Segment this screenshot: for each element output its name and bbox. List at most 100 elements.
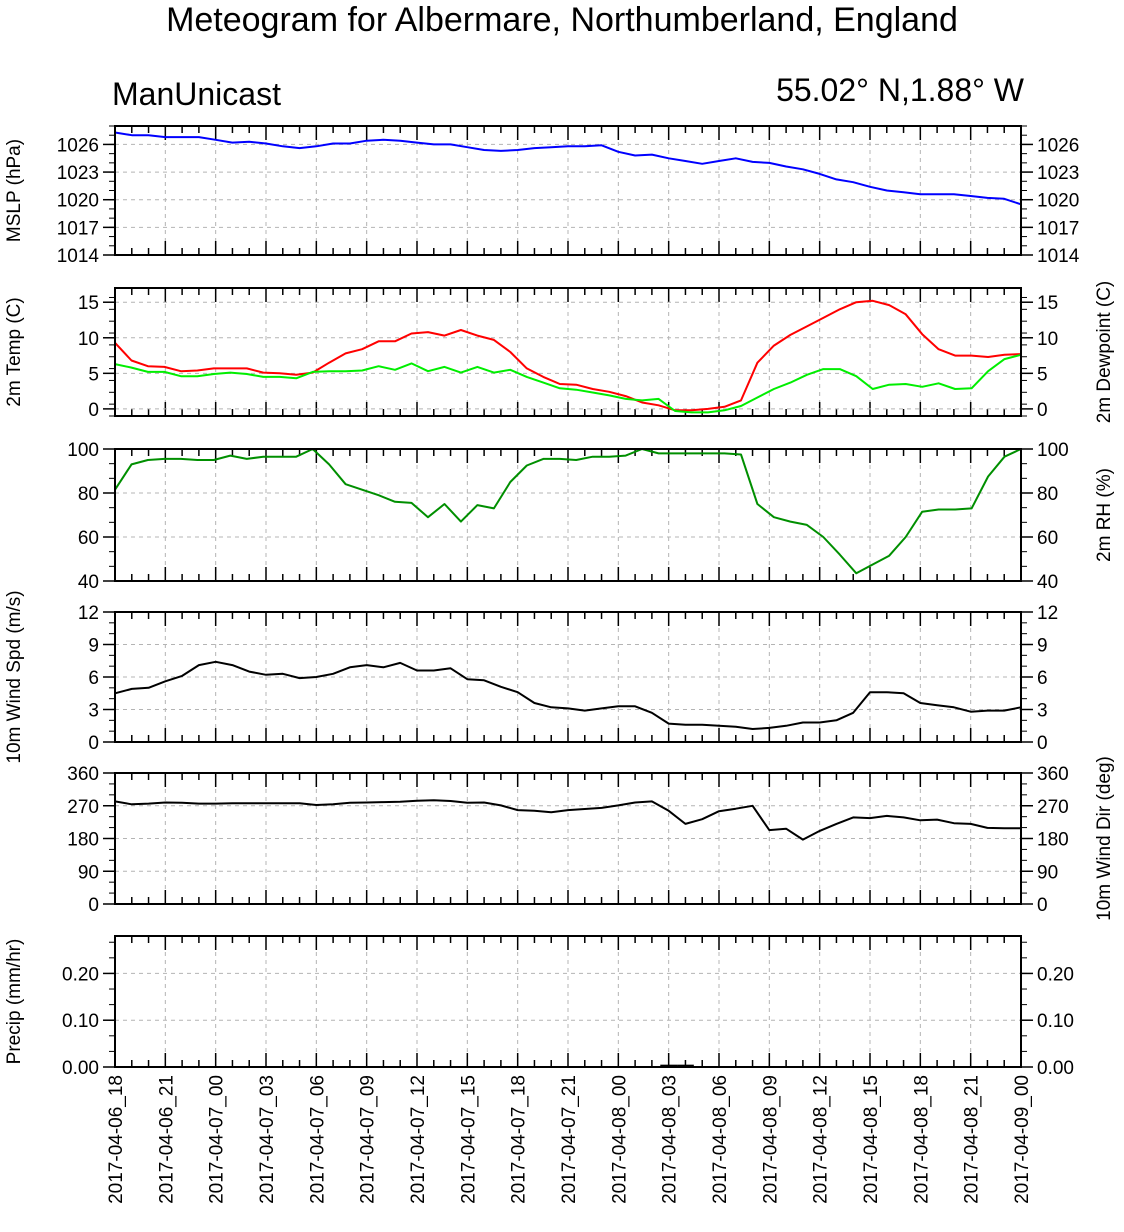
y-tick-label-right: 360 [1037,764,1069,785]
y-tick-label-left: 0.10 [62,1011,99,1032]
panel-6: 0.00 0.00 0.10 0.10 0.20 0.20 Precip (mm/hr) [4,935,1074,1079]
x-tick-label: 2017-04-07_12 [408,1075,429,1204]
x-tick-label: 2017-04-07_03 [257,1075,278,1204]
y-tick-label-left: 0.20 [62,964,99,985]
y-tick-label-right: 15 [1037,293,1058,314]
y-tick-label-right: 90 [1037,862,1058,883]
y-axis-title-left: 10m Wind Spd (m/s) [4,590,25,763]
y-tick-label-left: 90 [78,862,99,883]
x-tick-label: 2017-04-08_12 [811,1075,832,1204]
panel-1: 1014 1014 1017 1017 1020 1020 1023 1023 1026 1026… [4,125,1080,267]
x-tick-label: 2017-04-07_06 [307,1075,328,1204]
x-tick-label: 2017-04-08_06 [710,1075,731,1204]
y-axis-title-left: MSLP (hPa) [4,139,25,242]
y-tick-label-left: 270 [67,797,99,818]
y-tick-label-left: 0 [88,895,99,916]
y-tick-label-right: 180 [1037,830,1069,851]
series-line-2-1 [114,299,1022,412]
y-tick-label-left: 12 [78,603,99,624]
y-tick-label-left: 360 [67,764,99,785]
panel-3: 40 40 60 60 80 80 100 100 2m RH (%) [67,440,1115,593]
x-tick-label: 2017-04-08_15 [861,1075,882,1204]
coordinates-label: 55.02° N,1.88° W [776,72,1024,108]
y-tick-label-left: 1023 [57,163,99,184]
x-tick-label: 2017-04-07_00 [207,1075,228,1204]
panel-frame [114,935,1022,1068]
y-axis-title-right: 10m Wind Dir (deg) [1094,756,1115,921]
x-tick-label: 2017-04-08_09 [760,1075,781,1204]
y-tick-label-left: 0 [88,400,99,421]
y-axis-title-left: 2m Temp (C) [4,297,25,406]
y-tick-label-right: 1014 [1037,246,1080,267]
series-line-5-1 [114,799,1021,841]
y-tick-label-right: 0.20 [1037,964,1074,985]
y-tick-label-left: 80 [78,484,99,505]
y-axis-title-right: 2m RH (%) [1094,468,1115,562]
x-tick-label: 2017-04-07_18 [509,1075,530,1204]
y-tick-label-right: 270 [1037,797,1069,818]
x-tick-label: 2017-04-07_21 [559,1075,580,1204]
y-tick-label-right: 60 [1037,528,1058,549]
panel-frame [114,125,1022,256]
x-tick-label: 2017-04-07_15 [458,1075,479,1204]
y-tick-label-right: 9 [1037,636,1048,657]
y-tick-label-right: 0.10 [1037,1011,1074,1032]
y-tick-label-right: 100 [1037,440,1069,461]
y-tick-label-left: 100 [67,440,99,461]
series-line-2-2 [114,353,1022,414]
y-tick-label-left: 0 [88,733,99,754]
y-axis-title-left: Precip (mm/hr) [4,939,25,1065]
x-tick-label: 2017-04-06_21 [156,1075,177,1204]
y-tick-label-right: 40 [1037,572,1058,593]
y-tick-label-left: 1014 [57,246,100,267]
precip-bar [660,1064,678,1067]
y-tick-label-right: 0 [1037,733,1048,754]
y-tick-label-right: 80 [1037,484,1058,505]
y-tick-label-right: 12 [1037,603,1058,624]
panel-4: 0 0 3 3 6 6 9 9 12 12 10m Wind Spd (m/s) [4,590,1058,763]
x-tick-label: 2017-04-09_00 [1012,1075,1033,1204]
y-axis-title-right: 2m Dewpoint (C) [1094,281,1115,424]
y-tick-label-right: 1020 [1037,191,1079,212]
x-axis-labels: 2017-04-06_18 2017-04-06_21 2017-04-07_00 2… [106,1075,1033,1204]
y-tick-label-right: 5 [1037,364,1048,385]
x-tick-label: 2017-04-08_21 [962,1075,983,1204]
panel-5: 0 0 90 90 180 180 270 270 360 360 10m Wind Dir (de… [67,756,1115,921]
y-tick-label-right: 6 [1037,668,1048,689]
y-tick-label-left: 0.00 [62,1058,99,1079]
y-tick-label-right: 0 [1037,895,1048,916]
y-tick-label-left: 1020 [57,191,99,212]
panel-2: 0 0 5 5 10 10 15 15 2m Temp (C) 2m Dewpoint (C) [4,281,1115,424]
series-line-1-1 [114,131,1022,206]
y-tick-label-left: 1017 [57,218,99,239]
y-tick-label-right: 0 [1037,400,1048,421]
y-tick-label-right: 1023 [1037,163,1079,184]
y-tick-label-left: 60 [78,528,99,549]
panel-frame [114,772,1022,905]
series-line-3-1 [114,448,1022,575]
x-tick-label: 2017-04-07_09 [358,1075,379,1204]
y-tick-label-left: 5 [88,364,99,385]
model-label: ManUnicast [112,76,281,112]
y-tick-label-right: 0.00 [1037,1058,1074,1079]
y-tick-label-left: 15 [78,293,99,314]
y-tick-label-left: 10 [78,329,99,350]
x-tick-label: 2017-04-06_18 [106,1075,127,1204]
x-tick-label: 2017-04-08_18 [911,1075,932,1204]
y-tick-label-left: 9 [88,636,99,657]
y-tick-label-right: 10 [1037,329,1058,350]
panel-frame [114,611,1022,743]
series-line-4-1 [114,660,1022,730]
page-title: Meteogram for Albermare, Northumberland,… [166,1,958,39]
y-tick-label-right: 1017 [1037,218,1079,239]
y-tick-label-right: 1026 [1037,135,1079,156]
y-tick-label-left: 3 [88,701,99,722]
panel-frame [114,448,1022,582]
x-tick-label: 2017-04-08_03 [660,1075,681,1204]
x-tick-label: 2017-04-08_00 [609,1075,630,1204]
y-tick-label-right: 3 [1037,701,1048,722]
y-tick-label-left: 40 [78,572,99,593]
y-tick-label-left: 180 [67,830,99,851]
